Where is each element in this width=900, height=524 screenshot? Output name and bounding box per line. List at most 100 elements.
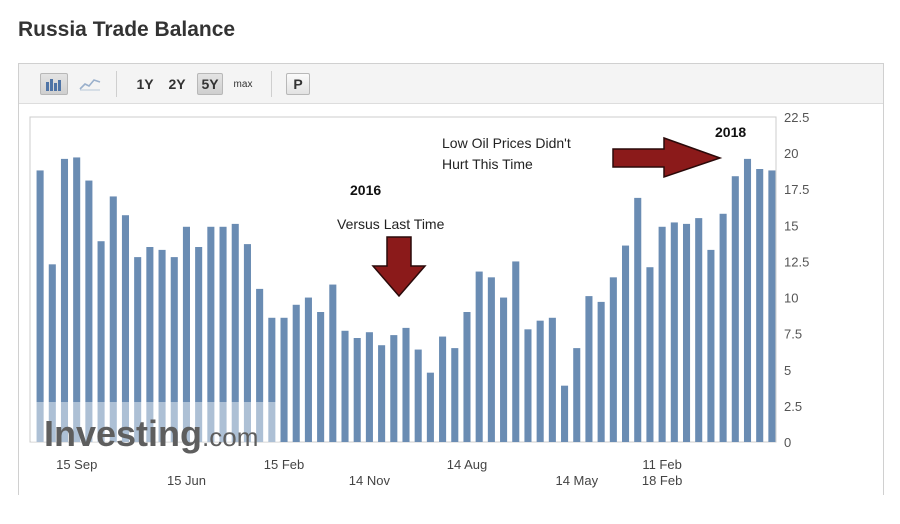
bar[interactable] [707, 249, 715, 442]
bar[interactable] [292, 304, 300, 442]
bar[interactable] [646, 267, 654, 442]
bar[interactable] [719, 213, 727, 442]
x-tick-label: 14 Nov [349, 473, 391, 488]
bar[interactable] [134, 257, 142, 442]
bar[interactable] [268, 317, 276, 442]
bar[interactable] [73, 157, 81, 442]
bar[interactable] [48, 264, 56, 442]
bar[interactable] [121, 215, 130, 442]
y-tick-label: 20 [784, 146, 798, 161]
y-tick-label: 10 [784, 291, 798, 306]
y-tick-label: 12.5 [784, 254, 809, 269]
bar[interactable] [146, 247, 154, 442]
bar[interactable] [439, 336, 447, 442]
range-5y-button[interactable]: 5Y [197, 73, 223, 95]
bar[interactable] [402, 327, 410, 442]
y-tick-label: 0 [784, 435, 791, 450]
bar[interactable] [304, 297, 312, 442]
range-1y-button[interactable]: 1Y [136, 76, 154, 92]
bar[interactable] [353, 338, 361, 442]
bar[interactable] [170, 257, 178, 442]
bar[interactable] [85, 180, 93, 442]
bar[interactable] [670, 222, 678, 442]
chart-frame [18, 63, 884, 495]
bar[interactable] [731, 176, 739, 442]
bar[interactable] [426, 372, 434, 442]
bar[interactable] [500, 297, 508, 442]
bar[interactable] [158, 249, 166, 442]
bar[interactable] [341, 330, 349, 442]
bar[interactable] [365, 332, 373, 442]
x-tick-label: 11 Feb [642, 457, 682, 472]
x-tick-label: 18 Feb [642, 473, 682, 488]
bar[interactable] [60, 158, 69, 442]
bar[interactable] [597, 301, 605, 442]
bar[interactable] [207, 226, 215, 442]
bar[interactable] [756, 169, 764, 442]
x-tick-label: 15 Sep [56, 457, 97, 472]
x-tick-label: 14 Aug [447, 457, 488, 472]
y-tick-label: 15 [784, 218, 798, 233]
bar[interactable] [195, 247, 203, 442]
bar-chart-icon[interactable] [40, 73, 68, 95]
bar[interactable] [487, 277, 495, 442]
annotation-2018: 2018 [715, 124, 746, 140]
x-tick-label: 15 Jun [167, 473, 206, 488]
watermark: Investing.com [31, 402, 279, 454]
bar[interactable] [768, 170, 776, 442]
bar[interactable] [573, 348, 581, 442]
bar[interactable] [634, 197, 642, 442]
bar[interactable] [219, 226, 227, 442]
range-max-button[interactable]: max [233, 78, 253, 90]
right-arrow-icon [612, 136, 723, 179]
down-arrow-icon [371, 236, 427, 298]
toolbar-separator [116, 71, 117, 97]
line-chart-icon[interactable] [76, 73, 104, 95]
watermark-brand: Investing.com [44, 413, 258, 454]
bar[interactable] [317, 312, 325, 442]
bar[interactable] [36, 170, 44, 442]
x-tick-label: 15 Feb [264, 457, 304, 472]
bar[interactable] [475, 271, 483, 442]
bar[interactable] [536, 320, 544, 442]
bar[interactable] [524, 329, 532, 442]
bar[interactable] [512, 261, 520, 442]
y-tick-label: 2.5 [784, 399, 802, 414]
bar[interactable] [682, 223, 691, 442]
y-tick-label: 22.5 [784, 110, 809, 125]
bar[interactable] [695, 218, 703, 442]
bar[interactable] [585, 296, 593, 442]
annotation-2016: 2016 [350, 182, 381, 198]
y-axis: 0 2.5 5 7.5 10 12.5 15 17.5 20 22.5 [784, 110, 809, 450]
bar[interactable] [463, 312, 471, 442]
watermark-backdrop [31, 402, 279, 442]
annotation-low-oil-prices: Low Oil Prices Didn't [442, 135, 571, 151]
bar[interactable] [231, 223, 239, 442]
bar[interactable] [451, 348, 459, 442]
y-tick-label: 5 [784, 363, 791, 378]
bar[interactable] [182, 226, 190, 442]
toolbar-separator [271, 71, 272, 97]
print-button[interactable]: P [286, 73, 310, 95]
bar[interactable] [548, 317, 556, 442]
bar[interactable] [109, 196, 117, 442]
bar[interactable] [622, 245, 630, 442]
y-tick-label: 17.5 [784, 182, 809, 197]
range-2y-button[interactable]: 2Y [168, 76, 186, 92]
y-tick-label: 7.5 [784, 327, 802, 342]
bar[interactable] [280, 317, 288, 442]
bar[interactable] [256, 288, 264, 442]
x-tick-label: 14 May [555, 473, 598, 488]
bar[interactable] [658, 226, 666, 442]
page-title: Russia Trade Balance [18, 18, 236, 41]
annotation-hurt-this-time: Hurt This Time [442, 156, 533, 172]
bar[interactable] [378, 345, 386, 442]
bar[interactable] [390, 335, 398, 442]
bar[interactable] [329, 284, 337, 442]
bar[interactable] [243, 244, 251, 442]
bar[interactable] [561, 385, 569, 442]
bar[interactable] [414, 349, 422, 442]
bar[interactable] [743, 158, 752, 442]
bar[interactable] [97, 241, 105, 442]
bar[interactable] [609, 277, 617, 442]
